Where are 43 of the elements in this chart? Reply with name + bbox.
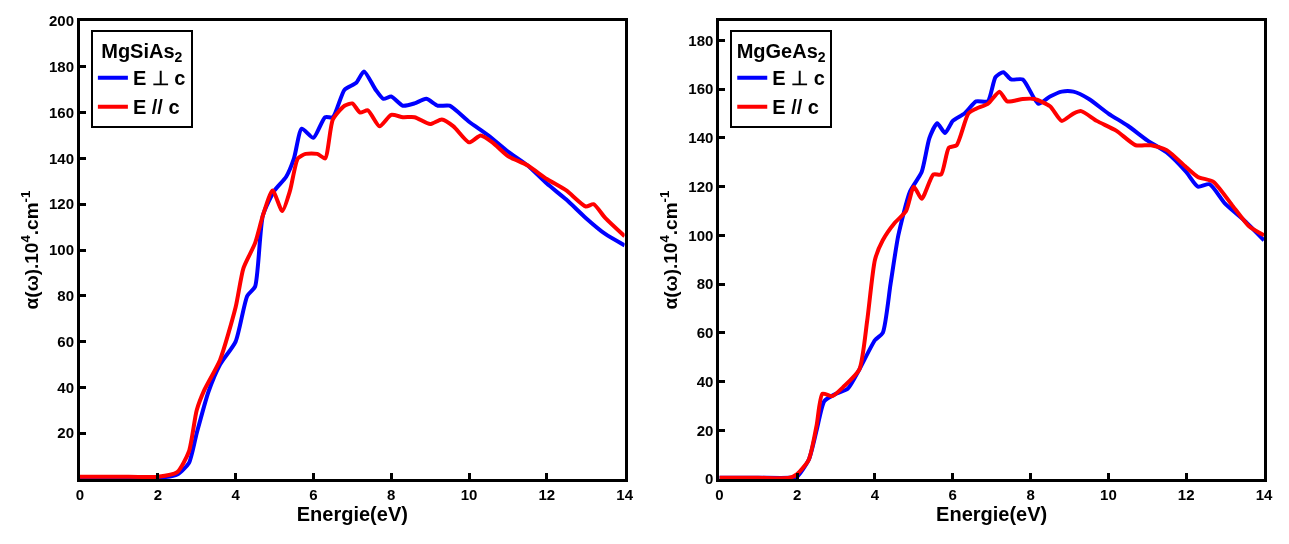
y-tick-label: 140 [688,129,714,147]
x-tick-label: 12 [538,486,556,503]
y-tick-label: 160 [688,80,714,98]
y-tick-label: 200 [48,12,74,30]
y-tick-label: 60 [57,332,74,350]
y-tick-label: 120 [48,195,74,213]
y-tick-label: 80 [696,275,714,293]
y-tick-label: 40 [696,372,714,390]
x-tick-label: 10 [460,486,478,503]
legend-title: MgGeAs$_{2}$ [736,40,826,66]
y-tick-label: 100 [688,226,714,244]
x-tick-label: 6 [948,486,957,503]
y-tick-label: 100 [48,241,74,259]
legend-label: E ⊥ c [772,67,825,90]
y-tick-label: 180 [48,58,74,76]
y-tick-label: 20 [696,421,714,439]
x-tick-label: 14 [1255,486,1273,503]
x-tick-label: 0 [75,486,85,503]
x-tick-label: 8 [387,486,396,503]
y-tick-label: 80 [57,287,74,305]
y-tick-label: 180 [688,31,714,49]
x-axis-title: Energie(eV) [296,503,408,525]
x-tick-label: 12 [1177,486,1195,503]
y-tick-label: 120 [688,177,714,195]
x-tick-label: 6 [309,486,318,503]
legend-title: MgSiAs$_{2}$ [101,40,183,66]
y-tick-label: 20 [57,424,74,442]
x-tick-label: 10 [1100,486,1117,503]
x-tick-label: 4 [870,486,880,503]
x-tick-label: 4 [231,486,241,503]
legend-label: E // c [772,96,819,119]
y-tick-label: 0 [705,470,714,488]
x-tick-label: 2 [153,486,162,503]
legend-label: E // c [132,96,180,119]
x-tick-label: 8 [1026,486,1035,503]
legend-label: E ⊥ c [132,67,186,90]
x-tick-label: 14 [616,486,634,503]
x-axis-title: Energie(eV) [936,503,1048,525]
y-tick-label: 160 [48,103,74,121]
y-tick-label: 60 [696,324,714,342]
x-tick-label: 2 [793,486,802,503]
y-tick-label: 140 [48,149,74,167]
y-tick-label: 40 [57,378,74,396]
